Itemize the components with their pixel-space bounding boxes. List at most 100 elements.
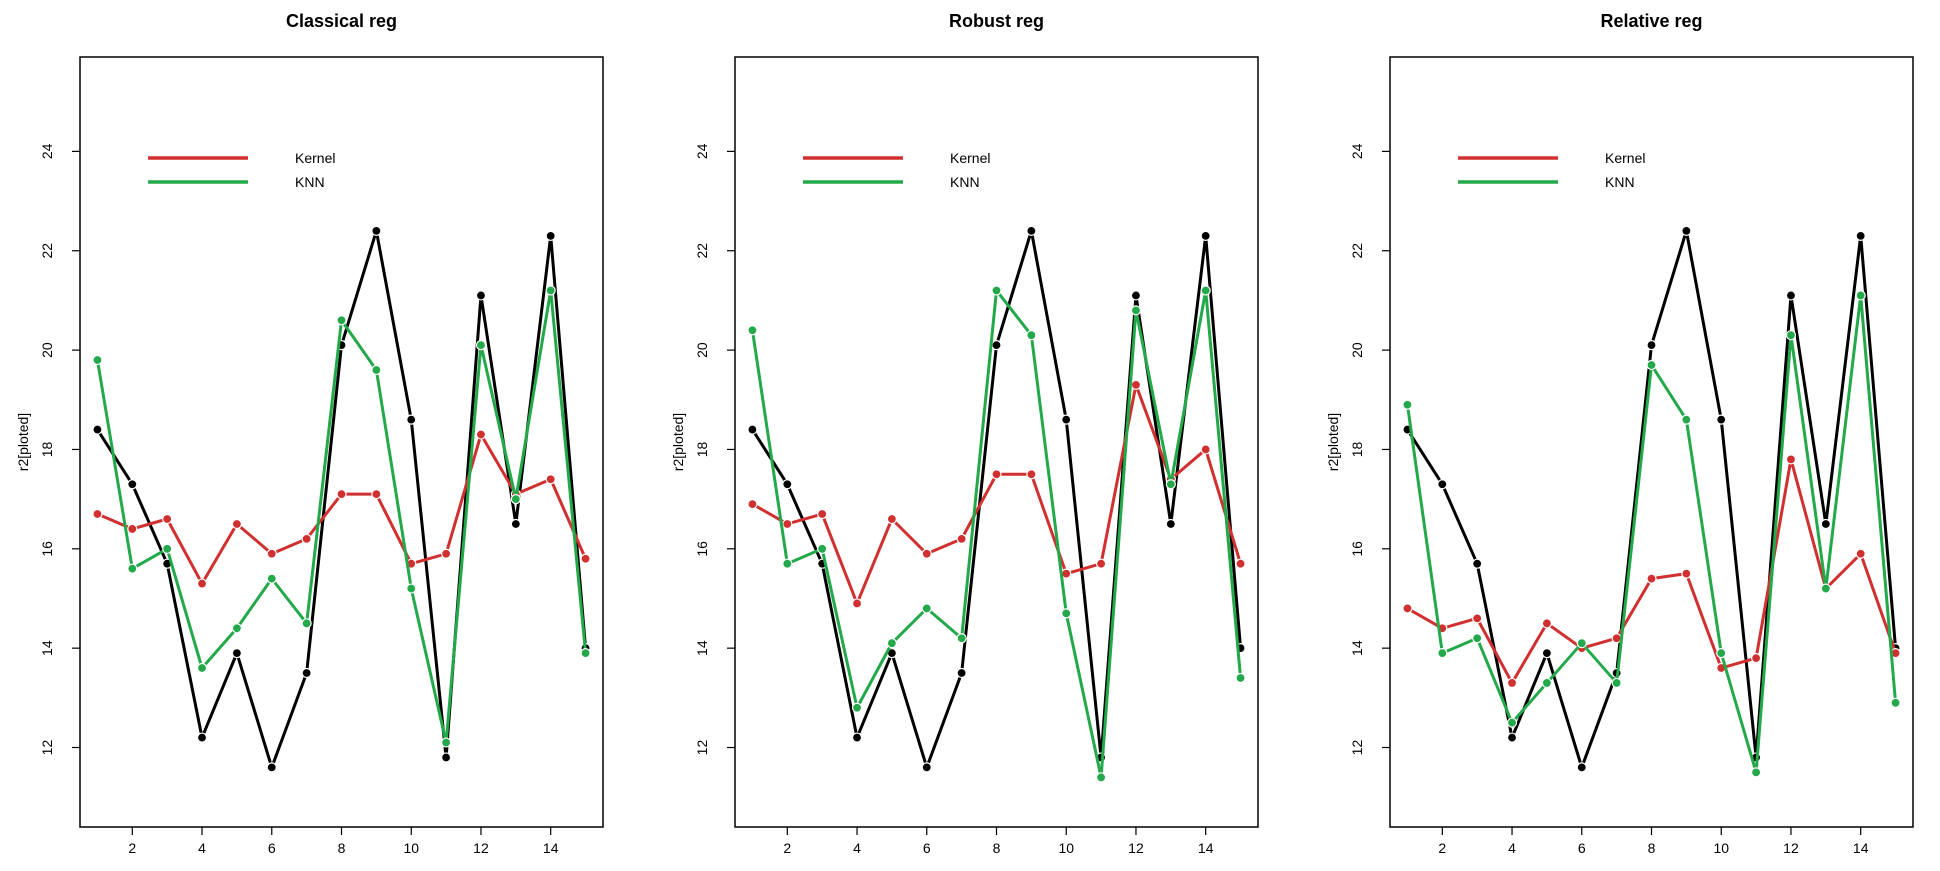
x-tick-label: 4 bbox=[198, 840, 206, 856]
data-point bbox=[1541, 618, 1553, 629]
data-point bbox=[1855, 290, 1866, 301]
data-point bbox=[1130, 379, 1142, 390]
legend-label: KNN bbox=[295, 174, 325, 190]
data-point bbox=[1750, 767, 1762, 778]
legend: Kernel KNN bbox=[803, 150, 990, 190]
data-point bbox=[921, 548, 932, 559]
data-point bbox=[1576, 638, 1587, 649]
data-point bbox=[921, 603, 932, 614]
y-axis-label: r2[ploted] bbox=[15, 413, 31, 471]
data-point bbox=[441, 737, 452, 748]
data-point bbox=[1437, 479, 1448, 490]
data-point bbox=[1750, 652, 1762, 664]
data-point bbox=[1061, 608, 1072, 619]
data-point bbox=[886, 513, 898, 525]
data-point bbox=[817, 508, 828, 520]
data-point bbox=[266, 762, 277, 773]
data-point bbox=[1541, 677, 1553, 689]
data-point bbox=[1061, 414, 1072, 425]
x-tick-label: 6 bbox=[268, 840, 276, 856]
data-point bbox=[580, 553, 591, 564]
y-tick-label: 22 bbox=[1349, 243, 1365, 259]
data-point bbox=[1820, 518, 1831, 530]
data-point bbox=[886, 638, 898, 649]
data-point bbox=[92, 354, 103, 366]
data-point bbox=[1681, 414, 1692, 425]
series-line-black bbox=[751, 229, 1243, 769]
data-point bbox=[1855, 548, 1866, 559]
data-point bbox=[127, 563, 138, 574]
data-point bbox=[782, 479, 793, 490]
y-tick-label: 18 bbox=[39, 441, 55, 457]
data-point bbox=[371, 489, 382, 500]
data-point bbox=[545, 230, 556, 241]
data-point bbox=[1646, 573, 1657, 584]
data-point bbox=[92, 424, 103, 435]
y-tick-label: 14 bbox=[39, 640, 55, 656]
data-point bbox=[1785, 454, 1797, 465]
y-tick-label: 14 bbox=[1349, 640, 1365, 656]
data-point bbox=[510, 518, 521, 530]
data-point bbox=[1095, 558, 1107, 569]
y-tick-label: 12 bbox=[694, 740, 710, 756]
x-tick-label: 4 bbox=[1508, 840, 1516, 856]
data-point bbox=[956, 667, 967, 679]
data-point bbox=[851, 598, 863, 609]
legend-label: KNN bbox=[1605, 174, 1635, 190]
x-tick-label: 14 bbox=[1198, 840, 1214, 856]
data-point bbox=[1402, 603, 1413, 614]
x-tick-label: 6 bbox=[1578, 840, 1586, 856]
data-point bbox=[1437, 648, 1448, 659]
data-point bbox=[441, 548, 452, 559]
data-point bbox=[1681, 225, 1692, 236]
data-point bbox=[301, 667, 312, 679]
data-point bbox=[475, 429, 487, 440]
x-tick-label: 2 bbox=[1438, 840, 1446, 856]
x-tick-label: 8 bbox=[338, 840, 346, 856]
data-point bbox=[196, 578, 208, 589]
data-point bbox=[266, 548, 277, 559]
data-point bbox=[1541, 648, 1553, 659]
x-tick-label: 8 bbox=[993, 840, 1001, 856]
y-tick-label: 20 bbox=[694, 342, 710, 358]
data-point bbox=[1716, 414, 1727, 425]
data-point bbox=[851, 702, 863, 713]
chart-title: Relative reg bbox=[1600, 11, 1702, 31]
data-point bbox=[1785, 290, 1797, 301]
data-point bbox=[1130, 305, 1142, 316]
data-point bbox=[1506, 732, 1518, 743]
data-point bbox=[1716, 648, 1727, 659]
data-point bbox=[991, 285, 1002, 296]
data-point bbox=[1235, 672, 1246, 684]
data-point bbox=[1026, 330, 1037, 341]
data-point bbox=[782, 518, 793, 530]
data-point bbox=[1472, 613, 1483, 624]
y-tick-label: 16 bbox=[39, 541, 55, 557]
data-point bbox=[747, 498, 758, 510]
y-tick-label: 24 bbox=[39, 143, 55, 159]
data-point bbox=[1681, 568, 1692, 579]
data-point bbox=[991, 469, 1002, 480]
data-point bbox=[1785, 330, 1797, 341]
data-point bbox=[231, 518, 242, 530]
y-tick-label: 22 bbox=[694, 243, 710, 259]
data-point bbox=[1165, 479, 1176, 490]
legend-label: Kernel bbox=[1605, 150, 1645, 166]
data-point bbox=[991, 340, 1002, 351]
data-point bbox=[1890, 697, 1901, 708]
data-point bbox=[475, 290, 487, 301]
data-point bbox=[747, 424, 758, 435]
data-point bbox=[817, 543, 828, 554]
data-point bbox=[1646, 340, 1657, 351]
y-tick-label: 16 bbox=[694, 541, 710, 557]
data-point bbox=[371, 364, 382, 376]
data-point bbox=[1402, 399, 1413, 410]
data-point bbox=[921, 762, 932, 773]
data-point bbox=[545, 474, 556, 485]
data-point bbox=[406, 414, 417, 425]
data-point bbox=[1200, 285, 1211, 296]
